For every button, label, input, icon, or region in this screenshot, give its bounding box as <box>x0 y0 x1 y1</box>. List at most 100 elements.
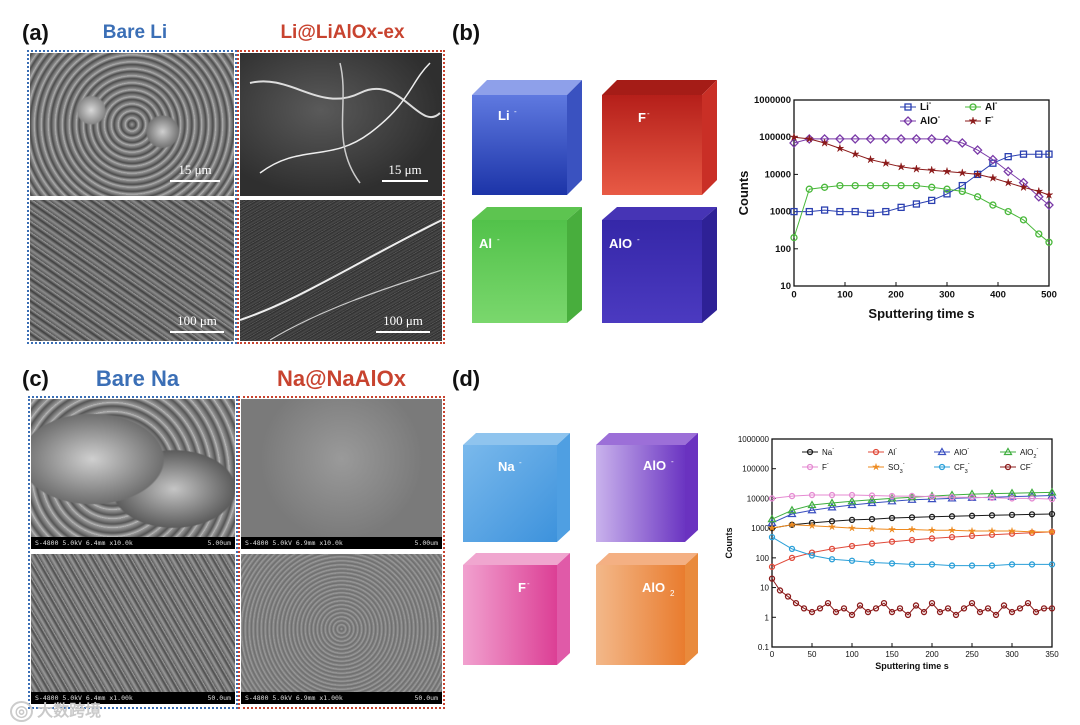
sem-texture <box>249 62 441 184</box>
data-point <box>968 512 976 519</box>
data-point <box>928 493 936 500</box>
y-tick-label: 1000000 <box>738 435 770 444</box>
legend-entry: CF3- <box>934 461 970 475</box>
data-point <box>867 495 877 503</box>
data-point <box>942 134 952 145</box>
cube-alo2: AlO 2 <box>596 553 698 665</box>
sem-bare-li-top: 15 μm <box>30 53 234 196</box>
series-alo <box>789 133 1054 210</box>
panel-c-right-title: Na@NaAlOx <box>276 366 407 391</box>
y-tick-label: 10000 <box>747 494 770 503</box>
data-point <box>947 525 957 534</box>
data-point <box>1027 527 1037 536</box>
data-point <box>908 514 916 521</box>
data-point <box>928 535 936 542</box>
data-point <box>928 561 936 568</box>
cube-alo-d: AlO - <box>596 433 698 542</box>
data-point <box>827 522 837 530</box>
panel-b-cubes: Li - F - Al - AlO - <box>472 80 717 323</box>
x-tick-label: 300 <box>1005 650 1019 659</box>
legend-entry: AlO- <box>900 114 941 127</box>
data-point <box>787 520 797 529</box>
legend-entry: AlO2- <box>1000 446 1038 460</box>
y-tick-label: 10 <box>780 281 791 292</box>
data-point <box>790 233 798 242</box>
data-point <box>816 605 824 612</box>
data-point <box>926 133 937 144</box>
legend-label: F- <box>985 114 994 127</box>
data-point <box>948 494 956 501</box>
data-point <box>976 608 984 616</box>
panel-a-left-title: Bare Li <box>102 22 168 43</box>
data-point <box>881 158 891 168</box>
series-line <box>771 513 1053 529</box>
data-point <box>907 492 917 501</box>
legend-marker <box>968 116 978 125</box>
data-point <box>887 525 897 533</box>
data-point <box>988 173 998 182</box>
data-point <box>848 557 856 564</box>
series-line <box>793 138 1050 206</box>
data-point <box>827 498 837 507</box>
scale-bar: 100 μm <box>170 313 224 333</box>
series-line <box>771 536 1052 567</box>
y-tick-label: 1 <box>765 613 770 622</box>
data-point <box>948 562 956 569</box>
data-point <box>832 608 840 616</box>
series-f <box>789 132 1054 199</box>
legend-entry: F- <box>802 461 829 472</box>
data-point <box>1028 511 1036 518</box>
data-point <box>992 611 1000 619</box>
data-point <box>942 166 952 176</box>
legend-marker <box>872 448 880 456</box>
data-point <box>927 525 937 534</box>
data-point <box>867 524 877 532</box>
data-point <box>988 494 996 501</box>
data-point <box>866 209 875 217</box>
data-point <box>819 138 830 147</box>
data-point <box>943 185 951 193</box>
data-point <box>800 605 808 612</box>
sem-li-lialox-top: 15 μm <box>240 53 442 196</box>
legend-entry: SO3- <box>868 461 905 475</box>
sem-bare-li-bottom: 100 μm <box>30 200 234 341</box>
data-point <box>1040 605 1048 612</box>
data-point <box>820 183 829 191</box>
x-tick-label: 0 <box>791 290 796 301</box>
data-point <box>828 556 836 563</box>
panel-c-right-frame <box>238 396 445 709</box>
data-point <box>952 611 960 619</box>
data-point <box>1047 527 1057 536</box>
data-point <box>1048 510 1056 518</box>
data-point <box>848 542 856 550</box>
legend-marker <box>1003 447 1013 456</box>
data-point <box>888 514 896 522</box>
data-point <box>908 561 916 568</box>
y-tick-label: 0.1 <box>758 643 770 652</box>
data-point <box>928 196 936 205</box>
data-point <box>836 181 844 190</box>
panel-a-right-frame <box>237 50 445 344</box>
legend-label: Al- <box>888 446 897 457</box>
legend-label: AlO2- <box>1020 446 1038 460</box>
cube-f-d: F - <box>463 553 570 665</box>
data-point <box>943 190 951 198</box>
data-point <box>936 608 944 616</box>
legend-label: CF3- <box>954 461 970 475</box>
series-al <box>790 181 1053 246</box>
data-point <box>928 183 936 191</box>
data-point <box>948 513 956 520</box>
series-line <box>771 531 1053 568</box>
data-point <box>1000 602 1008 609</box>
data-point <box>968 532 976 540</box>
svg-text:-: - <box>671 457 674 466</box>
data-point <box>789 132 799 142</box>
data-point <box>1035 230 1043 238</box>
data-point <box>790 207 798 216</box>
data-point <box>896 605 904 612</box>
data-point <box>968 562 976 569</box>
data-point <box>1048 495 1056 503</box>
legend-entry: Na- <box>802 446 834 457</box>
cube-al: Al - <box>472 207 582 323</box>
legend-entry: AlO- <box>934 446 969 457</box>
